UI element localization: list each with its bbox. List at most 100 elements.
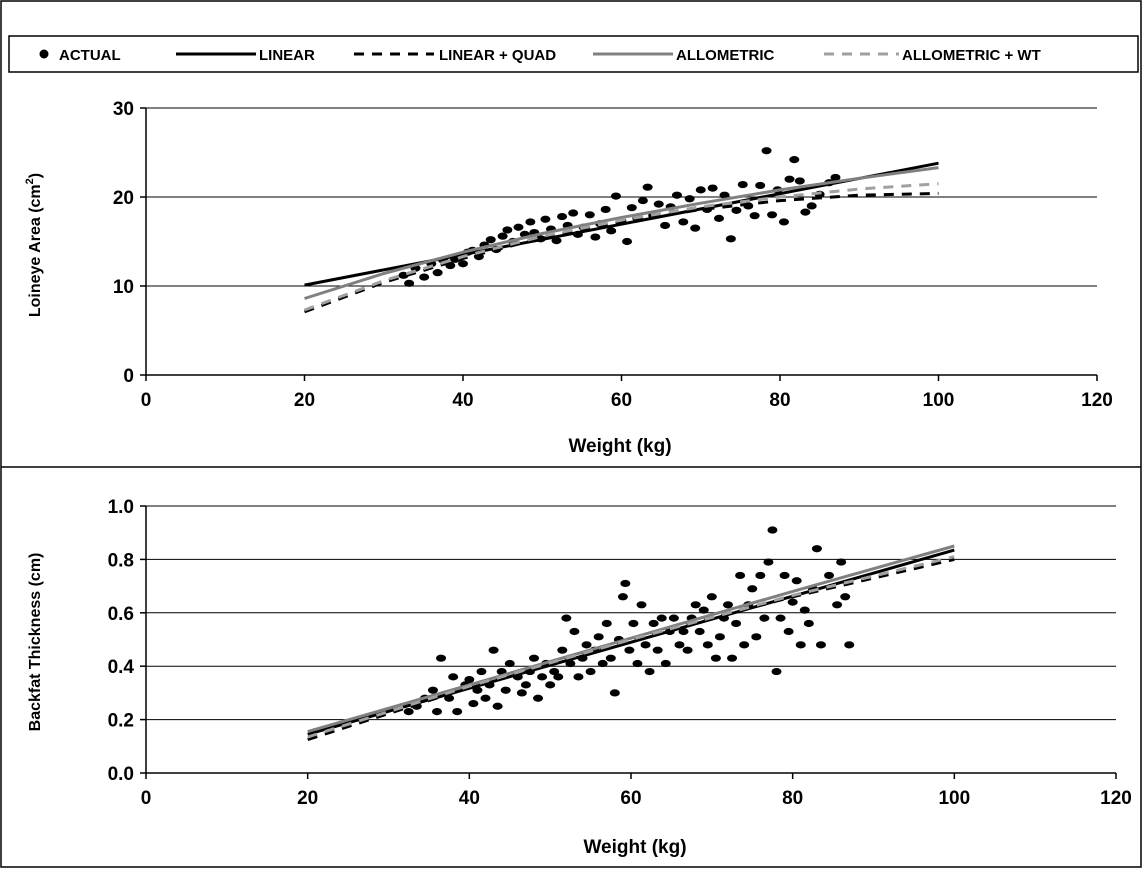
data-point bbox=[432, 707, 442, 716]
data-point bbox=[485, 236, 496, 244]
data-point bbox=[551, 237, 562, 245]
data-point bbox=[492, 702, 503, 710]
data-point bbox=[840, 593, 851, 601]
data-point bbox=[513, 223, 524, 231]
data-point bbox=[787, 598, 798, 606]
data-point bbox=[458, 260, 468, 268]
data-point bbox=[488, 646, 499, 654]
data-point bbox=[468, 699, 479, 708]
data-point bbox=[719, 191, 730, 199]
y-axis-label-close: ) bbox=[27, 173, 44, 178]
data-point bbox=[500, 686, 511, 694]
x-axis-label: Weight (kg) bbox=[583, 837, 686, 858]
data-point bbox=[815, 641, 826, 649]
legend-marker-actual bbox=[39, 49, 49, 59]
data-point bbox=[775, 614, 786, 622]
data-point bbox=[605, 654, 616, 662]
data-point bbox=[637, 196, 648, 205]
data-point bbox=[783, 627, 794, 636]
y-axis-label-main: Loineye Area (cm bbox=[27, 184, 44, 317]
data-point bbox=[832, 601, 843, 609]
x-tick-label: 100 bbox=[938, 788, 970, 809]
y-tick-label: 10 bbox=[113, 277, 134, 298]
data-point bbox=[836, 558, 847, 566]
data-point bbox=[759, 614, 770, 622]
data-point bbox=[622, 237, 633, 246]
data-point bbox=[626, 204, 637, 212]
data-point bbox=[830, 173, 841, 182]
data-point bbox=[620, 579, 631, 588]
series-line-linear-quad bbox=[307, 557, 955, 742]
data-point bbox=[761, 147, 772, 155]
legend-label-linear: LINEAR bbox=[259, 47, 315, 64]
data-point bbox=[610, 192, 621, 200]
data-point bbox=[660, 659, 671, 668]
data-point bbox=[632, 659, 643, 668]
data-point bbox=[806, 202, 817, 210]
data-point bbox=[684, 195, 695, 203]
data-point bbox=[656, 614, 667, 622]
data-point bbox=[668, 614, 679, 622]
data-point bbox=[533, 694, 544, 702]
legend-label-actual: ACTUAL bbox=[59, 47, 121, 64]
legend-label-allometric-wt: ALLOMETRIC + WT bbox=[902, 47, 1041, 64]
y-tick-label: 0.6 bbox=[108, 604, 134, 625]
data-point bbox=[537, 673, 548, 681]
data-point bbox=[694, 627, 705, 636]
legend-label-linear-quad: LINEAR + QUAD bbox=[439, 47, 556, 64]
x-axis-label: Weight (kg) bbox=[568, 436, 671, 457]
data-point bbox=[504, 659, 515, 668]
data-point bbox=[706, 593, 717, 601]
data-point bbox=[779, 571, 790, 580]
x-tick-label: 20 bbox=[297, 788, 318, 809]
data-point bbox=[778, 218, 789, 226]
data-point bbox=[640, 641, 651, 649]
data-point bbox=[585, 667, 596, 676]
y-axis-label: Backfat Thickness (cm) bbox=[27, 553, 44, 732]
data-point bbox=[516, 689, 527, 697]
series-line-allometric bbox=[307, 544, 955, 734]
x-tick-label: 120 bbox=[1081, 390, 1113, 411]
data-point bbox=[600, 205, 611, 214]
data-point bbox=[749, 212, 760, 220]
y-tick-label: 20 bbox=[113, 188, 134, 209]
series-line-allometric-wt bbox=[307, 555, 955, 739]
data-point bbox=[800, 208, 811, 216]
axes bbox=[140, 505, 1117, 779]
data-point bbox=[403, 707, 414, 716]
y-tick-label: 0 bbox=[123, 366, 134, 387]
legend: ACTUAL LINEAR LINEAR + QUAD ALLOMETRIC A… bbox=[8, 35, 1139, 73]
data-point bbox=[557, 212, 568, 221]
y-tick-label: 0.2 bbox=[108, 711, 134, 732]
data-point bbox=[419, 273, 430, 281]
data-point bbox=[569, 627, 580, 636]
series-line-linear-quad bbox=[303, 191, 939, 314]
data-point bbox=[755, 571, 766, 580]
data-point bbox=[525, 218, 536, 226]
data-point bbox=[723, 601, 733, 609]
data-point bbox=[642, 183, 653, 191]
data-point bbox=[803, 619, 814, 628]
data-point bbox=[671, 191, 682, 199]
data-point bbox=[690, 224, 701, 232]
x-tick-label: 80 bbox=[782, 788, 803, 809]
series-line-linear bbox=[307, 548, 955, 736]
actual-points bbox=[398, 147, 841, 287]
data-point bbox=[584, 211, 595, 219]
x-tick-label: 40 bbox=[459, 788, 480, 809]
tick-labels: 0.0 0.2 0.4 0.6 0.8 1.0 0 20 40 60 80 100 120 bbox=[108, 497, 1132, 809]
data-point bbox=[436, 654, 447, 662]
data-point bbox=[448, 673, 459, 681]
y-axis-label-sup: 2 bbox=[24, 178, 36, 184]
data-point bbox=[811, 545, 822, 553]
fit-lines bbox=[303, 161, 939, 314]
data-point bbox=[751, 633, 762, 641]
data-point bbox=[690, 601, 701, 609]
data-point bbox=[464, 675, 475, 684]
data-point bbox=[609, 689, 620, 697]
data-point bbox=[648, 619, 659, 628]
data-point bbox=[731, 206, 742, 214]
data-point bbox=[502, 226, 513, 234]
data-point bbox=[702, 641, 713, 649]
